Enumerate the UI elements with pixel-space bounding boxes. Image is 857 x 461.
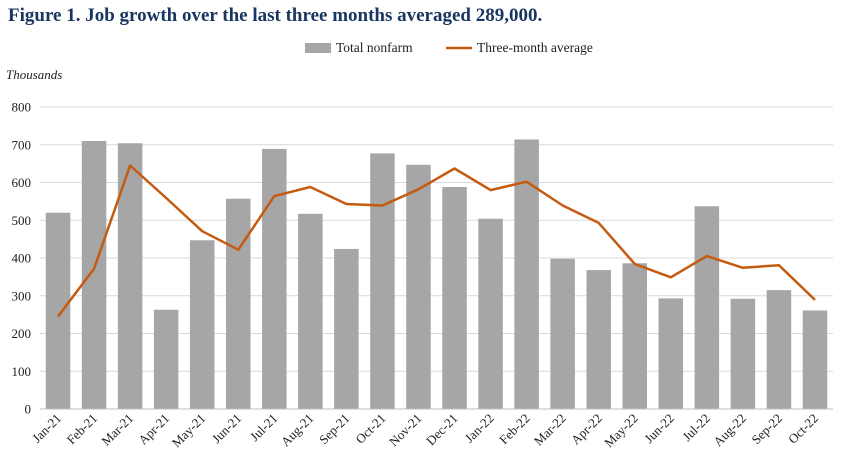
bar-nov-21 [406, 164, 431, 409]
y-tick-label: 300 [12, 288, 32, 303]
legend: Total nonfarm Three-month average [305, 40, 593, 55]
chart-title: Figure 1. Job growth over the last three… [8, 5, 542, 26]
y-tick-label: 100 [12, 364, 32, 379]
x-tick-label: Sep-21 [316, 411, 353, 448]
x-tick-label: Jul-21 [247, 411, 281, 445]
bar-apr-21 [153, 309, 179, 409]
x-tick-label: Apr-22 [568, 411, 605, 448]
y-tick-labels: 0 100 200 300 400 500 600 700 800 [12, 100, 32, 417]
bar-jul-22 [694, 206, 720, 409]
x-tick-label: Aug-21 [278, 411, 317, 450]
bar-feb-21 [81, 140, 107, 409]
x-tick-label: Jan-21 [29, 411, 64, 446]
bar-aug-22 [730, 298, 756, 409]
x-tick-label: Jun-21 [209, 411, 245, 447]
bar-oct-21 [370, 153, 395, 409]
bar-may-21 [189, 240, 215, 409]
bar-feb-22 [514, 139, 539, 409]
three-month-average-line [57, 164, 816, 318]
x-tick-label: Oct-21 [352, 411, 388, 447]
bar-apr-22 [586, 270, 611, 409]
y-tick-label: 200 [12, 326, 32, 341]
bar-sep-21 [334, 248, 359, 409]
x-tick-label: Sep-22 [748, 411, 785, 448]
y-tick-label: 700 [12, 137, 32, 152]
bar-sep-22 [766, 290, 792, 409]
y-axis-label: Thousands [6, 67, 62, 82]
y-tick-label: 400 [12, 251, 32, 266]
bar-jun-22 [658, 298, 684, 409]
x-tick-label: Jul-22 [679, 411, 713, 445]
y-tick-label: 500 [12, 213, 32, 228]
x-tick-label: Feb-22 [496, 411, 533, 448]
x-tick-label: Feb-21 [64, 411, 101, 448]
legend-swatch-total-nonfarm [305, 43, 331, 53]
bar-mar-21 [117, 143, 143, 410]
bar-jan-21 [45, 212, 71, 409]
x-tick-label: Dec-21 [423, 411, 461, 449]
legend-label-three-month-average: Three-month average [477, 40, 593, 55]
bar-aug-21 [298, 213, 323, 409]
x-tick-label: Mar-22 [531, 411, 569, 449]
x-tick-label: Jan-22 [462, 411, 497, 446]
bar-oct-22 [802, 310, 828, 409]
y-tick-label: 800 [12, 100, 32, 115]
bar-jul-21 [262, 148, 287, 409]
legend-label-total-nonfarm: Total nonfarm [336, 40, 413, 55]
bars [45, 139, 828, 410]
bar-jun-21 [225, 198, 251, 409]
bar-mar-22 [550, 258, 575, 409]
x-tick-label: Apr-21 [135, 411, 172, 448]
x-tick-label: Aug-22 [710, 411, 749, 450]
x-tick-label: Mar-21 [98, 411, 136, 449]
x-tick-label: May-21 [169, 411, 209, 451]
bar-dec-21 [442, 187, 467, 409]
bar-jan-22 [478, 218, 503, 409]
x-tick-label: Oct-22 [785, 411, 821, 447]
y-tick-label: 600 [12, 175, 32, 190]
x-tick-label: Nov-21 [386, 411, 425, 450]
x-tick-label: Jun-22 [641, 411, 677, 447]
bar-may-22 [622, 263, 648, 409]
x-tick-label: May-22 [601, 411, 641, 451]
y-tick-label: 0 [25, 402, 32, 417]
